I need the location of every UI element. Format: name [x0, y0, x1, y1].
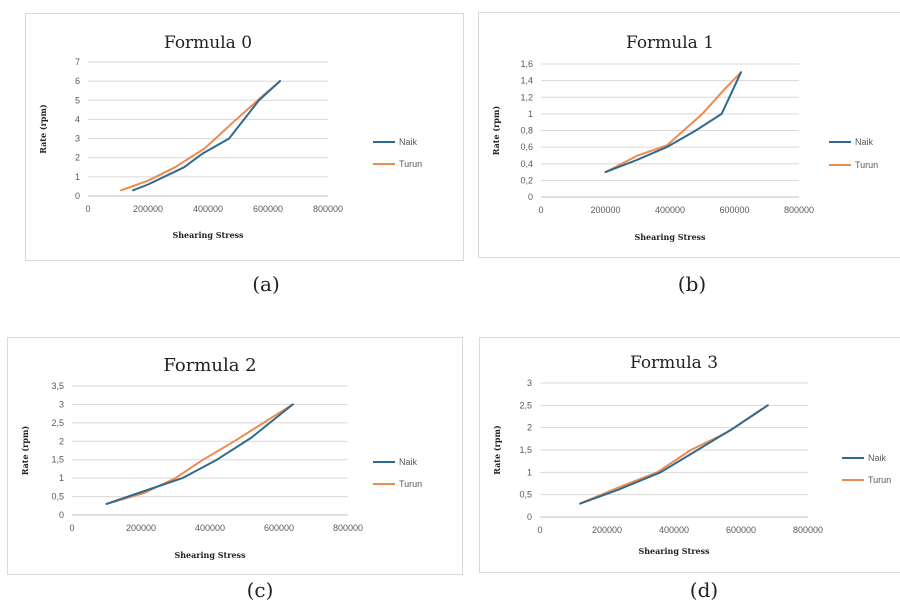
y-tick-label: 1 — [59, 473, 64, 483]
y-tick-label: 1,6 — [520, 59, 533, 69]
y-tick-label: 3 — [59, 399, 64, 409]
series-line-turun — [105, 403, 294, 505]
y-tick-label: 1,5 — [51, 455, 64, 465]
x-tick-label: 400000 — [193, 204, 223, 214]
y-tick-label: 0 — [75, 191, 80, 201]
x-tick-label: 800000 — [793, 525, 823, 535]
y-tick-label: 0 — [59, 510, 64, 520]
x-tick-label: 800000 — [313, 204, 343, 214]
series-line-naik — [604, 71, 742, 174]
y-axis-label: Rate (rpm) — [491, 106, 501, 156]
caption-c: (c) — [246, 578, 274, 602]
y-tick-label: 0,6 — [520, 142, 533, 152]
x-tick-label: 0 — [537, 525, 542, 535]
chart-panel-c: Formula 2 0 0,5 1 1,5 2 2,5 3 3,5 0 200000 400000 60… — [7, 337, 463, 575]
chart-panel-a: Formula 0 0 1 2 3 4 5 6 7 0 200000 400000 600000 8000… — [25, 13, 464, 261]
x-axis-label: Shearing Stress — [638, 546, 710, 556]
y-axis-label: Rate (rpm) — [38, 104, 48, 154]
y-tick-label: 0 — [527, 512, 532, 522]
chart-title: Formula 2 — [163, 355, 256, 376]
y-tick-label: 0,4 — [520, 159, 533, 169]
y-tick-label: 2 — [75, 153, 80, 163]
y-tick-label: 3 — [75, 134, 80, 144]
y-tick-label: 7 — [75, 57, 80, 67]
x-axis-label: Shearing Stress — [634, 232, 706, 242]
y-tick-label: 2,5 — [519, 400, 532, 410]
x-tick-label: 400000 — [655, 205, 685, 215]
series-line-turun — [604, 71, 742, 174]
x-axis-label: Shearing Stress — [174, 550, 246, 560]
y-tick-label: 2 — [59, 436, 64, 446]
y-tick-label: 1 — [75, 172, 80, 182]
y-tick-label: 1,2 — [520, 92, 533, 102]
y-tick-label: 3 — [527, 378, 532, 388]
x-tick-label: 800000 — [333, 523, 363, 533]
y-tick-label: 6 — [75, 76, 80, 86]
y-tick-label: 1 — [528, 109, 533, 119]
x-tick-label: 200000 — [133, 204, 163, 214]
x-tick-label: 0 — [538, 205, 543, 215]
chart-title: Formula 3 — [630, 353, 718, 373]
series-line-naik — [105, 403, 294, 505]
y-tick-label: 1 — [527, 467, 532, 477]
caption-d: (d) — [689, 578, 719, 602]
series-line-naik — [579, 404, 769, 505]
y-tick-label: 5 — [75, 95, 80, 105]
series-line-turun — [579, 404, 769, 505]
x-tick-label: 200000 — [590, 205, 620, 215]
x-tick-label: 800000 — [784, 205, 814, 215]
x-tick-label: 600000 — [253, 204, 283, 214]
legend-label-turun: Turun — [868, 475, 891, 485]
caption-a: (a) — [252, 272, 280, 296]
chart-panel-b: Formula 1 0 0,2 0,4 0,6 0,8 1 1,2 1,4 1,6 0 200000 4… — [478, 12, 900, 258]
x-axis-label: Shearing Stress — [172, 230, 244, 240]
y-tick-label: 1,5 — [519, 445, 532, 455]
caption-b: (b) — [677, 272, 707, 296]
chart-formula-3: Formula 3 0 0,5 1 1,5 2 2,5 3 0 200000 400000 60000… — [492, 353, 891, 556]
chart-formula-0: Formula 0 0 1 2 3 4 5 6 7 0 200000 400000 600000 8000… — [38, 33, 422, 240]
x-tick-label: 0 — [69, 523, 74, 533]
y-tick-label: 0,8 — [520, 126, 533, 136]
y-tick-label: 0,5 — [51, 492, 64, 502]
y-axis-label: Rate (rpm) — [20, 426, 30, 476]
x-tick-label: 600000 — [726, 525, 756, 535]
y-tick-label: 0 — [528, 192, 533, 202]
legend-label-turun: Turun — [855, 160, 878, 170]
series-line-naik — [132, 80, 281, 192]
chart-title: Formula 1 — [626, 33, 714, 53]
legend-label-naik: Naik — [855, 137, 874, 147]
legend-label-turun: Turun — [399, 479, 422, 489]
chart-formula-2: Formula 2 0 0,5 1 1,5 2 2,5 3 3,5 0 200000 400000 60… — [20, 355, 422, 560]
x-tick-label: 0 — [85, 204, 90, 214]
y-tick-label: 1,4 — [520, 76, 533, 86]
y-tick-label: 3,5 — [51, 381, 64, 391]
legend-label-naik: Naik — [868, 453, 887, 463]
y-tick-label: 2 — [527, 423, 532, 433]
x-tick-label: 600000 — [719, 205, 749, 215]
x-tick-label: 600000 — [264, 523, 294, 533]
y-tick-label: 4 — [75, 114, 80, 124]
legend-label-turun: Turun — [399, 159, 422, 169]
x-tick-label: 200000 — [592, 525, 622, 535]
x-tick-label: 400000 — [659, 525, 689, 535]
y-tick-label: 0,5 — [519, 490, 532, 500]
chart-formula-1: Formula 1 0 0,2 0,4 0,6 0,8 1 1,2 1,4 1,6 0 200000 4… — [491, 33, 878, 242]
legend-label-naik: Naik — [399, 457, 418, 467]
y-tick-label: 0,2 — [520, 175, 533, 185]
y-tick-label: 2,5 — [51, 418, 64, 428]
chart-title: Formula 0 — [164, 33, 252, 53]
y-axis-label: Rate (rpm) — [492, 425, 502, 475]
series-line-turun — [120, 80, 281, 192]
x-tick-label: 200000 — [126, 523, 156, 533]
x-tick-label: 400000 — [195, 523, 225, 533]
chart-panel-d: Formula 3 0 0,5 1 1,5 2 2,5 3 0 200000 400000 60000… — [479, 337, 900, 573]
legend-label-naik: Naik — [399, 137, 418, 147]
